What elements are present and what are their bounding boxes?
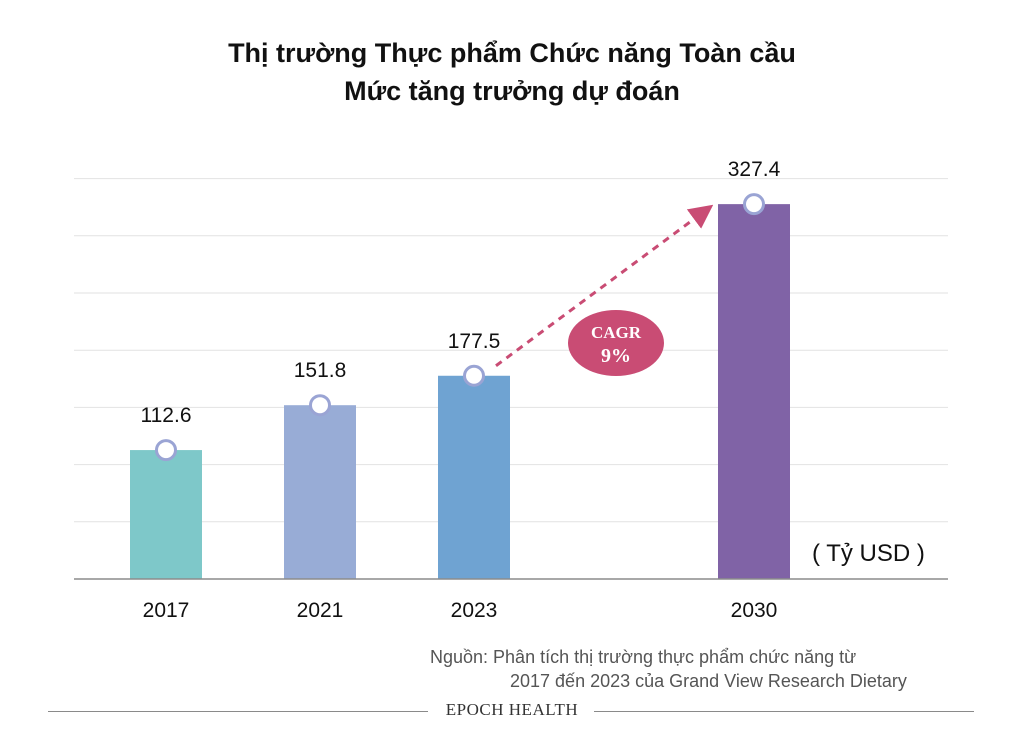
bar-marker-2017	[155, 439, 177, 462]
cagr-badge	[568, 310, 664, 376]
chart-title: Thị trường Thực phẩm Chức năng Toàn cầu …	[0, 34, 1024, 110]
footer-divider-left	[48, 711, 428, 712]
bar-2017	[130, 450, 202, 579]
bar-marker-2030	[743, 193, 765, 216]
cagr-arrow	[495, 204, 714, 367]
value-label-2017: 112.6	[141, 404, 192, 427]
source-note: Nguồn: Phân tích thị trường thực phẩm ch…	[430, 645, 970, 693]
source-line2: 2017 đến 2023 của Grand View Research Di…	[510, 671, 907, 691]
category-label-2017: 2017	[143, 599, 190, 622]
cagr-value: 9%	[601, 345, 631, 367]
bar-marker-2021	[309, 394, 331, 417]
source-line1: Nguồn: Phân tích thị trường thực phẩm ch…	[430, 647, 857, 667]
category-label-2021: 2021	[297, 599, 344, 622]
footer-divider-right	[594, 711, 974, 712]
bar-2023	[438, 375, 510, 579]
value-label-2030: 327.4	[728, 158, 781, 181]
bar-2030	[718, 204, 790, 579]
chart-title-line1: Thị trường Thực phẩm Chức năng Toàn cầu	[228, 38, 796, 68]
unit-label: ( Tỷ USD )	[812, 540, 925, 567]
bar-2021	[284, 405, 356, 579]
cagr-label: CAGR	[591, 323, 642, 342]
category-label-2030: 2030	[731, 599, 778, 622]
category-label-2023: 2023	[451, 599, 498, 622]
brand-logo: EPOCH HEALTH	[445, 700, 579, 719]
value-label-2021: 151.8	[294, 359, 347, 382]
chart-title-line2: Mức tăng trưởng dự đoán	[344, 76, 680, 106]
bar-marker-2023	[463, 364, 485, 387]
value-label-2023: 177.5	[448, 330, 501, 353]
